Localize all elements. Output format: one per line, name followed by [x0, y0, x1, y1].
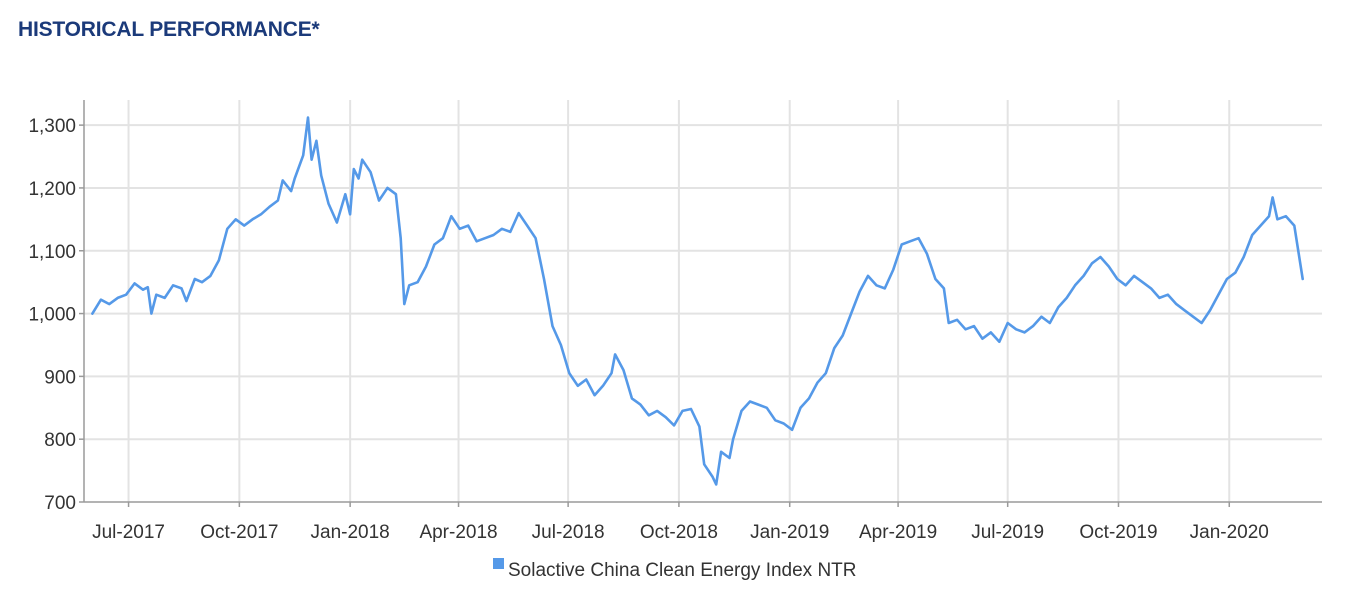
y-tick-label: 1,300 [28, 116, 76, 137]
x-tick-label: Oct-2019 [1079, 522, 1157, 543]
y-tick-label: 700 [44, 493, 76, 514]
y-tick-label: 1,000 [28, 305, 76, 326]
series-layer [91, 116, 1304, 486]
x-tick-label: Jan-2020 [1190, 522, 1269, 543]
x-tick-label: Jan-2018 [311, 522, 390, 543]
x-tick-label: Jan-2019 [750, 522, 829, 543]
x-tick-label: Jul-2018 [532, 522, 605, 543]
x-tick-label: Apr-2018 [419, 522, 497, 543]
y-tick-label: 800 [44, 430, 76, 451]
x-axis-ticks: Jul-2017 Oct-2017 Jan-2018 Apr-2018 Jul-2018… [92, 502, 1269, 543]
legend: Solactive China Clean Energy Index NTR [493, 558, 857, 581]
y-axis-ticks: 700 800 900 1,000 1,100 1,200 1,300 [28, 116, 84, 514]
legend-swatch [493, 558, 504, 569]
legend-label: Solactive China Clean Energy Index NTR [508, 560, 857, 581]
page-title: HISTORICAL PERFORMANCE* [18, 18, 320, 41]
y-tick-label: 1,200 [28, 179, 76, 200]
x-tick-label: Apr-2019 [859, 522, 937, 543]
y-tick-label: 1,100 [28, 242, 76, 263]
grid-lines [84, 100, 1322, 502]
x-tick-label: Jul-2019 [971, 522, 1044, 543]
y-tick-label: 900 [44, 367, 76, 388]
chart-axes [83, 100, 1322, 503]
series-line [91, 116, 1304, 486]
x-tick-label: Oct-2018 [640, 522, 718, 543]
x-tick-label: Oct-2017 [200, 522, 278, 543]
x-tick-label: Jul-2017 [92, 522, 165, 543]
